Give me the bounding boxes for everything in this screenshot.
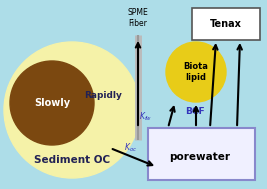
- Circle shape: [166, 42, 226, 102]
- Text: SPME
Fiber: SPME Fiber: [128, 8, 148, 28]
- Text: BCF: BCF: [185, 108, 205, 116]
- Circle shape: [10, 61, 94, 145]
- Text: Rapidly: Rapidly: [84, 91, 122, 99]
- Text: $K_{fw}$: $K_{fw}$: [139, 111, 152, 123]
- Bar: [148, 128, 255, 180]
- Text: Tenax: Tenax: [210, 19, 242, 29]
- Text: porewater: porewater: [170, 152, 230, 162]
- Text: Slowly: Slowly: [34, 98, 70, 108]
- Circle shape: [4, 42, 140, 178]
- Text: Sediment OC: Sediment OC: [34, 155, 110, 165]
- Text: Biota
lipid: Biota lipid: [184, 62, 209, 82]
- Text: $K_{oc}$: $K_{oc}$: [124, 142, 137, 154]
- Bar: [192, 8, 260, 40]
